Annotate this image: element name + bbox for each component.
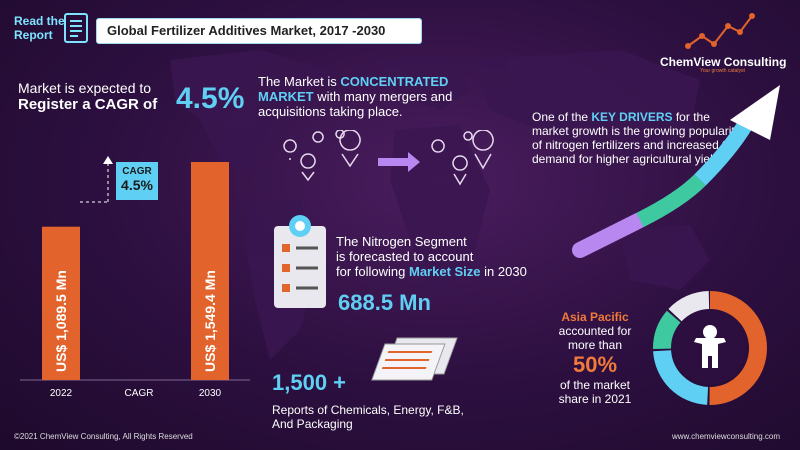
reports-stack-icon <box>371 337 458 381</box>
asia-line-4: share in 2021 <box>558 392 632 406</box>
pins-merge-graphic <box>283 130 494 186</box>
drivers-highlight: KEY DRIVERS <box>591 110 673 124</box>
reports-line-1: Reports of Chemicals, Energy, F&B, <box>272 403 464 417</box>
bar-label-2022: US$ 1,089.5 Mn <box>53 270 69 372</box>
logo-tagline: Your growth catalyst <box>700 68 745 74</box>
concentrated-highlight: CONCENTRATED MARKET <box>258 74 449 104</box>
asia-line-3: of the market <box>559 378 631 392</box>
document-icon[interactable] <box>62 12 92 46</box>
concentrated-text: The Market is CONCENTRATED MARKET with m… <box>258 74 458 119</box>
market-bar-chart <box>20 156 250 381</box>
asia-text: Asia Pacific accounted for more than 50%… <box>540 310 650 406</box>
nitrogen-line-2: is forecasted to account <box>336 249 474 264</box>
title-box: Global Fertilizer Additives Market, 2017… <box>96 18 422 44</box>
read-line-1: Read the <box>14 14 65 28</box>
nitrogen-line-3-post: in 2030 <box>480 264 527 279</box>
cagr-text: Market is expected to Register a CAGR of <box>18 80 157 113</box>
cagr-line-2: Register a CAGR of <box>18 96 158 113</box>
bar-label-2030: US$ 1,549.4 Mn <box>202 270 218 372</box>
asia-region: Asia Pacific <box>561 310 629 324</box>
asia-donut-chart <box>653 291 767 405</box>
website-link[interactable]: www.chemviewconsulting.com <box>672 432 781 441</box>
asia-share: 50% <box>572 352 618 377</box>
cagr-arrow-head <box>103 156 113 164</box>
nitrogen-line-1: The Nitrogen Segment <box>336 234 467 249</box>
logo-chart-icon <box>685 13 755 49</box>
concentrated-pre: The Market is <box>258 74 341 89</box>
cagr-box-label: CAGR <box>122 166 152 177</box>
growth-arrow-icon <box>572 85 780 258</box>
reports-count: 1,500 + <box>272 370 347 395</box>
drivers-post: for the market growth is the growing pop… <box>532 110 741 166</box>
drivers-text: One of the KEY DRIVERS for the market gr… <box>532 110 742 166</box>
x-tick-2022: 2022 <box>49 388 73 399</box>
x-tick-CAGR: CAGR <box>124 388 154 399</box>
cagr-value: 4.5% <box>176 82 245 115</box>
reports-line-2: And Packaging <box>272 417 353 431</box>
cagr-line-1: Market is expected to <box>18 80 152 96</box>
asia-line-1: accounted for <box>558 324 632 338</box>
cagr-box: CAGR 4.5% <box>116 162 158 200</box>
asia-line-2: more than <box>567 338 623 352</box>
checklist-icon <box>274 215 326 308</box>
copyright: ©2021 ChemView Consulting, All Rights Re… <box>14 432 193 441</box>
nitrogen-text: The Nitrogen Segment is forecasted to ac… <box>336 234 556 279</box>
read-the-report-label[interactable]: Read the Report <box>14 14 65 42</box>
reports-text: Reports of Chemicals, Energy, F&B, And P… <box>272 403 464 431</box>
concentrated-post: with many mergers and acquisitions takin… <box>258 89 453 119</box>
nitrogen-highlight: Market Size <box>408 264 481 279</box>
page-title: Global Fertilizer Additives Market, 2017… <box>107 23 386 38</box>
logo-name: ChemView Consulting <box>660 55 787 69</box>
nitrogen-line-3-pre: for following <box>336 264 409 279</box>
nitrogen-value: 688.5 Mn <box>338 290 431 315</box>
bar-2030 <box>191 162 229 380</box>
drivers-pre: One of the <box>532 110 592 124</box>
x-tick-2030: 2030 <box>198 388 222 399</box>
cagr-box-value: 4.5% <box>121 177 153 193</box>
bar-2022 <box>42 226 80 380</box>
read-line-2: Report <box>14 28 53 42</box>
